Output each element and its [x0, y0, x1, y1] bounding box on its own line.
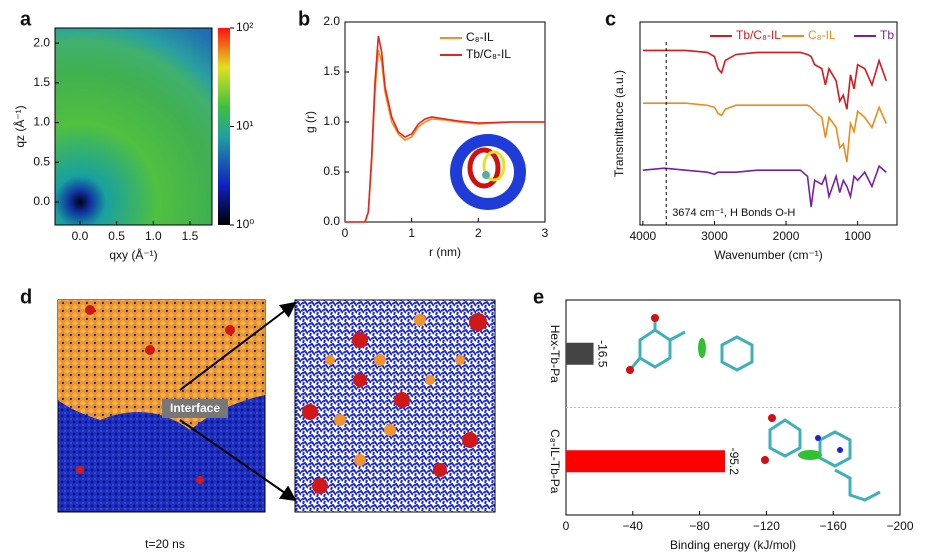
x-axis-label: Wavenumber (cm⁻¹) [714, 248, 823, 262]
colorbar [218, 28, 230, 225]
bar [566, 450, 725, 473]
x-tick-label: 1000 [844, 229, 871, 243]
y-tick-label: 0.0 [33, 194, 50, 208]
x-axis-label: qxy (Å⁻¹) [109, 247, 157, 262]
legend-label: C₈-IL [808, 28, 836, 42]
x-tick-label: 3 [542, 226, 549, 240]
y-axis-label: g (r) [303, 111, 317, 133]
zoom-box [294, 299, 496, 513]
colorbar-tick-label: 10¹ [236, 119, 253, 133]
series-line [642, 49, 888, 110]
y-tick-label: 2.0 [323, 14, 340, 28]
x-tick-label: 2000 [773, 229, 800, 243]
legend-label: Tb/C₈-IL [736, 28, 781, 42]
panel-label: c [605, 8, 616, 30]
value-label: -95.2 [727, 448, 741, 476]
category-label: Hex-Tb-Pa [548, 325, 562, 383]
plot-frame [639, 21, 898, 226]
x-tick-label: −200 [886, 519, 913, 533]
y-tick-label: 1.0 [323, 114, 340, 128]
x-tick-label: 1 [408, 226, 415, 240]
panel-label: d [20, 286, 32, 308]
x-tick-label: 0 [563, 519, 570, 533]
y-tick-label: 2.0 [33, 35, 50, 49]
y-tick-label: 0.0 [323, 214, 340, 228]
interface-box [162, 399, 228, 418]
y-tick-label: 1.5 [33, 75, 50, 89]
value-label: -16.5 [595, 340, 609, 368]
series-line [345, 35, 545, 223]
y-tick-label: 0.5 [33, 154, 50, 168]
y-tick-label: 1.0 [33, 115, 50, 129]
legend-label: Tb/C₈-IL [466, 47, 511, 61]
panel-label: a [20, 8, 32, 30]
category-label: C₈-IL-Tb-Pa [548, 429, 562, 494]
panel-label: e [533, 286, 544, 308]
colorbar-tick-label: 10⁰ [236, 217, 254, 231]
y-tick-label: 0.5 [323, 164, 340, 178]
zoom-arrow [179, 301, 297, 391]
series-line [642, 102, 887, 163]
annotation: 3674 cm⁻¹, H Bonds O-H [672, 207, 795, 219]
colorbar-tick-label: 10² [236, 20, 253, 34]
x-tick-label: 1.5 [182, 229, 199, 243]
x-tick-label: 3000 [701, 229, 728, 243]
x-tick-label: −40 [623, 519, 644, 533]
interface-label: Interface [170, 401, 220, 415]
series-line [642, 164, 887, 207]
plot-frame [54, 27, 213, 226]
inset-molecule [450, 134, 526, 210]
x-tick-label: 0.5 [108, 229, 125, 243]
il-molecules [325, 314, 465, 466]
y-tick-label: 1.5 [323, 64, 340, 78]
tb-molecules [76, 305, 487, 494]
y-axis-label: qz (Å⁻¹) [12, 105, 27, 147]
legend-label: C₈-IL [466, 30, 494, 44]
y-axis-label: Transmittance (a.u.) [612, 70, 626, 177]
legend-label: Tb [880, 28, 894, 42]
x-tick-label: 0.0 [72, 229, 89, 243]
bar [566, 342, 594, 365]
molecule-drawings [626, 314, 881, 502]
heatmap [55, 28, 212, 225]
x-tick-label: 2 [475, 226, 482, 240]
caption: t=20 ns [145, 537, 185, 551]
x-tick-label: 1.0 [145, 229, 162, 243]
ionic-liquid-phase [58, 300, 265, 430]
x-tick-label: −160 [820, 519, 847, 533]
x-tick-label: 0 [342, 226, 349, 240]
zoom-arrow [179, 419, 297, 502]
x-tick-label: −80 [689, 519, 710, 533]
x-tick-label: 4000 [630, 229, 657, 243]
panel-label: b [298, 8, 310, 30]
x-axis-label: Binding energy (kJ/mol) [670, 538, 796, 552]
x-tick-label: −120 [753, 519, 780, 533]
x-axis-label: r (nm) [429, 245, 461, 259]
